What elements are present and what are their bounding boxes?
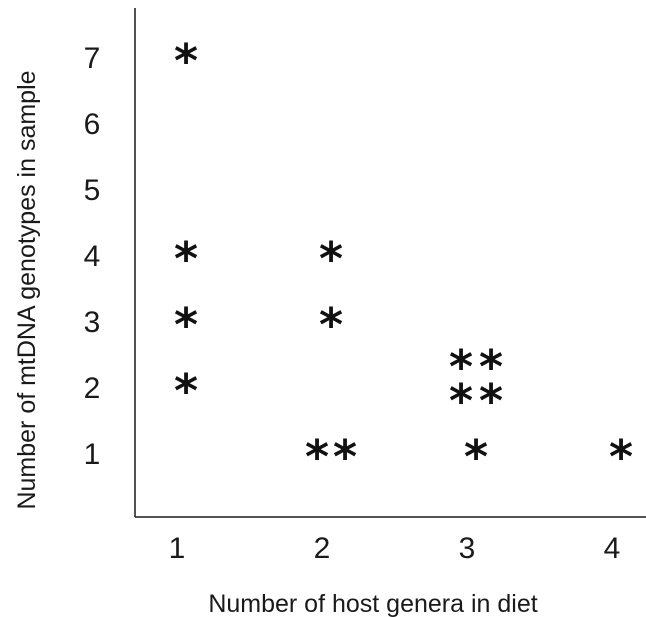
axes [134, 8, 646, 518]
y-tick-label: 5 [84, 174, 101, 207]
data-point-marker: * [333, 430, 357, 484]
y-tick-label: 4 [84, 240, 101, 273]
data-point-marker: * [479, 340, 503, 394]
y-tick-label: 3 [84, 306, 101, 339]
data-point-marker: * [174, 34, 198, 88]
data-point-marker: * [174, 364, 198, 418]
x-tick-label: 2 [314, 532, 331, 565]
data-points: ******* ** ** ** * [174, 34, 633, 484]
y-tick-labels: 1 2 3 4 5 6 7 [84, 42, 101, 471]
data-point-marker: * [479, 374, 503, 428]
data-point-marker: * [174, 298, 198, 352]
data-point-marker: * [609, 430, 633, 484]
data-point-marker: * [319, 232, 343, 286]
data-point-marker: * [319, 298, 343, 352]
y-tick-label: 7 [84, 42, 101, 75]
data-point-marker: * [464, 430, 488, 484]
y-axis-label: Number of mtDNA genotypes in sample [13, 70, 41, 509]
y-tick-label: 6 [84, 108, 101, 141]
x-tick-label: 1 [169, 532, 186, 565]
data-point-marker: * [305, 430, 329, 484]
y-tick-label: 1 [84, 438, 101, 471]
x-tick-label: 3 [459, 532, 476, 565]
x-axis-label: Number of host genera in diet [208, 590, 537, 617]
x-tick-labels: 1 2 3 4 [169, 532, 621, 565]
data-point-marker: * [174, 232, 198, 286]
x-tick-label: 4 [604, 532, 621, 565]
y-tick-label: 2 [84, 372, 101, 405]
data-point-marker: * [449, 340, 473, 394]
data-point-marker: * [449, 374, 473, 428]
